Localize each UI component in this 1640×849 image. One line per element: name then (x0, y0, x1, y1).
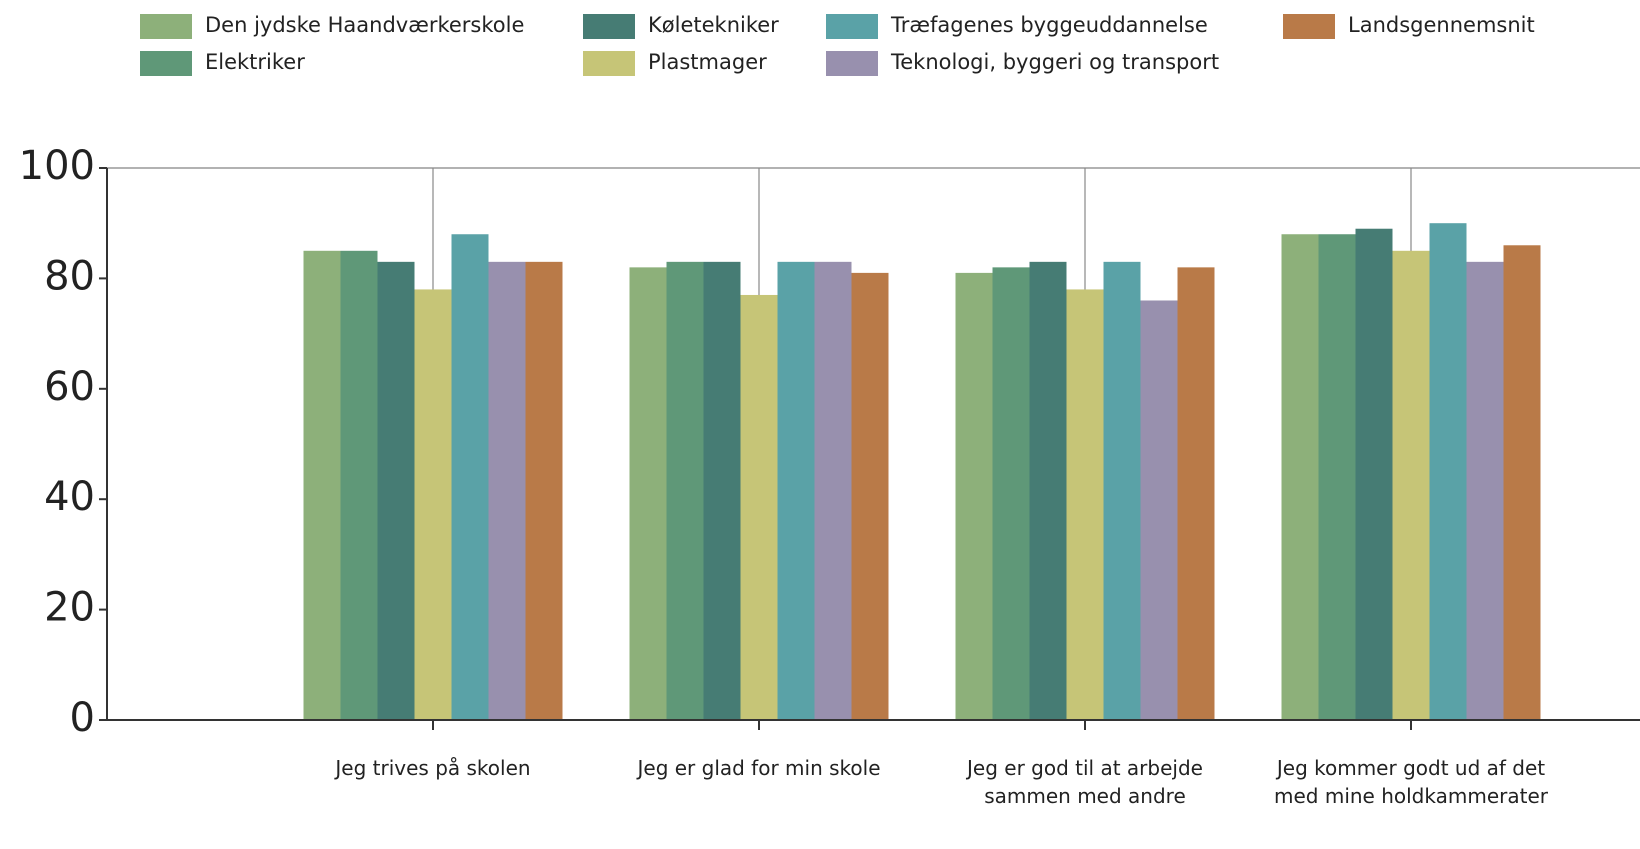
bar (525, 261, 563, 720)
bar (666, 261, 704, 720)
legend-swatch (140, 51, 192, 76)
legend-swatch (583, 51, 635, 76)
legend-label: Elektriker (205, 50, 305, 74)
legend-swatch (1283, 14, 1335, 39)
bar (1429, 223, 1467, 720)
bar (451, 234, 489, 721)
bar (955, 272, 993, 720)
bar (1466, 261, 1504, 720)
bar (377, 261, 415, 720)
legend-label: Plastmager (648, 50, 767, 74)
legend-swatch (826, 14, 878, 39)
bar (629, 267, 667, 720)
x-tick-label: Jeg er god til at arbejde sammen med and… (967, 756, 1203, 808)
bar (703, 261, 741, 720)
y-tick-label: 0 (70, 695, 95, 741)
bar (1029, 261, 1067, 720)
bar (992, 267, 1030, 720)
bar (740, 294, 778, 720)
y-tick-label: 60 (44, 364, 95, 410)
bar (777, 261, 815, 720)
legend-label: Teknologi, byggeri og transport (890, 50, 1219, 74)
legend-label: Landsgennemsnit (1348, 13, 1535, 37)
bar (340, 250, 378, 721)
legend-label: Den jydske Haandværkerskole (205, 13, 524, 37)
bar (303, 250, 341, 721)
y-tick-label: 40 (44, 474, 95, 520)
legend-swatch (826, 51, 878, 76)
y-tick-label: 100 (19, 143, 95, 189)
legend-label: Træfagenes byggeuddannelse (890, 13, 1208, 37)
bar (1103, 261, 1141, 720)
x-tick-label: Jeg trives på skolen (335, 756, 531, 780)
bar (1140, 300, 1178, 720)
bar (1392, 250, 1430, 721)
x-tick-label: Jeg kommer godt ud af det med mine holdk… (1274, 756, 1548, 808)
legend-swatch (583, 14, 635, 39)
y-tick-label: 80 (44, 253, 95, 299)
bar (414, 289, 452, 720)
bar (1355, 228, 1393, 720)
bar (488, 261, 526, 720)
bar (814, 261, 852, 720)
legend-label: Køletekniker (648, 13, 779, 37)
bar (1066, 289, 1104, 720)
bar (851, 272, 889, 720)
x-tick-label: Jeg er glad for min skole (637, 756, 881, 780)
bar (1177, 267, 1215, 720)
y-tick-label: 20 (44, 585, 95, 631)
bar (1503, 245, 1541, 720)
bar (1318, 234, 1356, 721)
legend-swatch (140, 14, 192, 39)
bar (1281, 234, 1319, 721)
